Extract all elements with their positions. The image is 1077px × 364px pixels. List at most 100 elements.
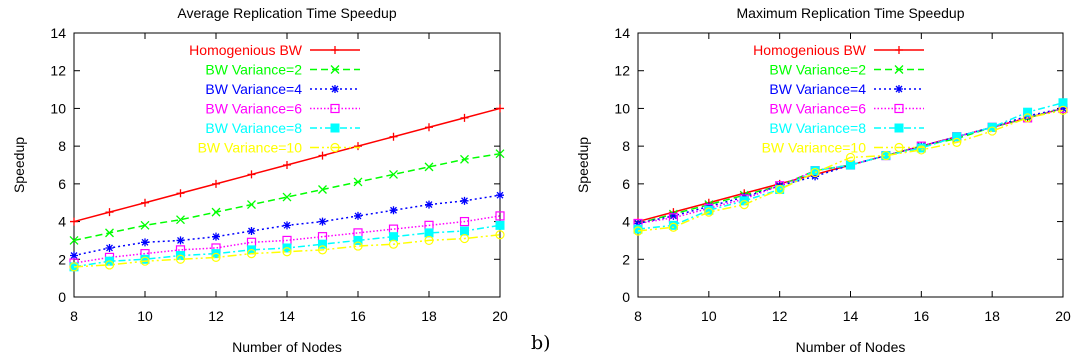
series-line (73, 215, 501, 264)
x-tick-label: 12 (208, 308, 224, 324)
data-point (318, 217, 327, 226)
data-point (495, 230, 505, 240)
legend-label: Homogenious BW (189, 42, 303, 58)
data-point (282, 247, 292, 257)
data-point (845, 152, 856, 163)
data-point (669, 211, 678, 220)
data-point (389, 206, 398, 215)
data-point (247, 200, 256, 210)
y-tick-label: 14 (50, 25, 66, 41)
data-point (318, 239, 327, 249)
legend-marker (894, 123, 904, 133)
y-tick-label: 6 (58, 176, 66, 192)
y-tick-label: 12 (614, 63, 630, 79)
series-6 (69, 230, 505, 272)
series-6 (633, 105, 1068, 236)
legend-marker (895, 46, 903, 54)
data-point (389, 169, 398, 179)
subfigure-label: b) (531, 332, 551, 354)
data-point (283, 161, 291, 169)
data-point (141, 198, 149, 207)
data-point (354, 142, 362, 151)
data-point (317, 245, 328, 255)
data-point (70, 251, 78, 260)
x-tick-label: 16 (350, 308, 366, 324)
data-point (460, 113, 469, 122)
data-point (389, 132, 398, 141)
y-tick-label: 4 (622, 214, 630, 230)
x-tick-label: 20 (1055, 308, 1071, 324)
data-point (668, 220, 678, 230)
data-point (459, 216, 470, 227)
data-point (105, 243, 114, 252)
y-tick-label: 10 (614, 100, 630, 116)
data-point (1022, 113, 1033, 123)
legend-marker (331, 46, 339, 54)
legend-marker (330, 142, 340, 153)
series-3 (70, 191, 504, 260)
data-point (424, 235, 434, 246)
data-point (176, 189, 185, 198)
data-point (460, 196, 469, 205)
legend: Homogenious BW BW Variance=2 BW Variance=4… (189, 42, 360, 156)
data-point (353, 228, 363, 238)
data-point (389, 232, 398, 242)
data-point (633, 224, 643, 234)
data-point (704, 207, 714, 217)
data-point (495, 211, 505, 221)
legend-label: BW Variance=8 (205, 120, 302, 136)
data-point (318, 151, 327, 160)
data-point (425, 123, 433, 132)
x-axis-label: Number of Nodes (796, 339, 906, 355)
data-point (69, 262, 79, 272)
series-4 (69, 211, 505, 268)
x-tick-label: 8 (70, 308, 78, 324)
x-tick-label: 14 (843, 308, 859, 324)
data-point (105, 228, 114, 238)
data-point (846, 160, 855, 170)
data-point (424, 228, 434, 238)
y-tick-label: 14 (614, 25, 630, 41)
legend-label: BW Variance=4 (769, 81, 866, 97)
legend-label: BW Variance=6 (205, 101, 302, 117)
data-point (211, 207, 221, 217)
legend-label: BW Variance=10 (198, 140, 303, 156)
y-tick-label: 8 (58, 138, 66, 154)
data-point (1058, 105, 1068, 115)
data-point (175, 254, 186, 264)
data-point (495, 220, 505, 230)
data-point (496, 191, 504, 200)
chart-title: Average Replication Time Speedup (177, 5, 396, 21)
data-point (495, 149, 505, 159)
series-2 (69, 149, 505, 245)
data-point (460, 154, 469, 164)
legend-label: BW Variance=8 (769, 120, 866, 136)
x-tick-label: 12 (772, 308, 788, 324)
data-point (246, 249, 257, 259)
series-5 (633, 98, 1068, 234)
data-point (69, 235, 79, 245)
data-point (105, 208, 114, 217)
data-point (212, 179, 220, 188)
y-tick-label: 2 (58, 251, 66, 267)
data-point (282, 192, 292, 202)
legend-marker (331, 85, 339, 93)
y-tick-label: 12 (50, 63, 66, 79)
y-tick-label: 6 (622, 176, 630, 192)
data-point (987, 126, 997, 136)
data-point (952, 137, 962, 147)
x-tick-label: 8 (634, 308, 642, 324)
data-point (425, 200, 433, 209)
legend-marker (894, 142, 904, 153)
legend-label: BW Variance=2 (769, 62, 866, 78)
data-point (1058, 98, 1068, 108)
data-point (212, 232, 220, 241)
data-point (881, 150, 891, 161)
y-axis-label: Speedup (575, 137, 591, 193)
data-point (70, 217, 78, 226)
legend-label: BW Variance=6 (769, 101, 866, 117)
data-point (283, 221, 291, 230)
chart-panel-1: Average Replication Time Speedup 0 2 4 6 8 10 1… (11, 5, 508, 355)
legend: Homogenious BW BW Variance=2 BW Variance=4… (753, 42, 924, 156)
